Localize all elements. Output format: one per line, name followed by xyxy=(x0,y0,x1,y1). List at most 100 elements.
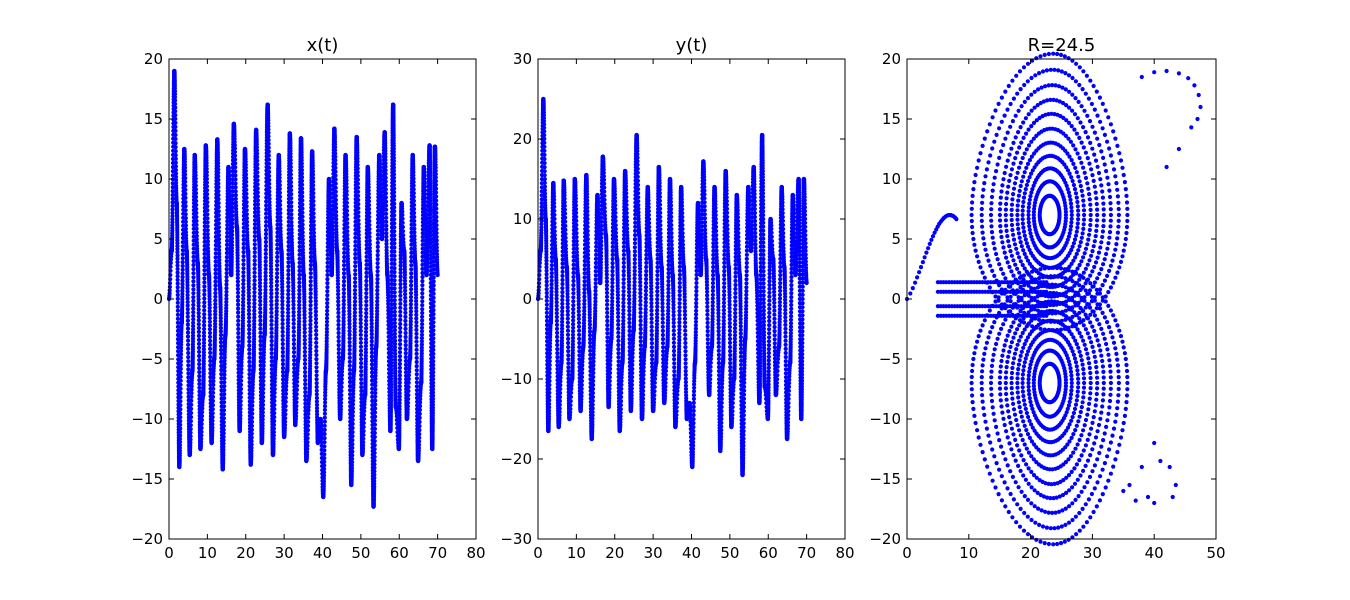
data-point xyxy=(297,272,302,277)
data-point xyxy=(303,382,308,387)
data-point xyxy=(352,310,357,315)
data-point xyxy=(356,222,361,227)
data-point xyxy=(278,211,283,216)
data-point xyxy=(283,404,288,409)
data-point xyxy=(221,408,227,413)
data-point xyxy=(241,237,246,242)
data-point xyxy=(280,346,285,351)
data-point xyxy=(264,211,269,216)
data-point xyxy=(373,402,378,407)
data-point xyxy=(372,447,377,452)
data-point xyxy=(252,274,257,279)
data-point xyxy=(175,244,180,249)
data-point xyxy=(308,318,313,323)
data-point xyxy=(197,349,202,354)
data-point xyxy=(398,321,403,327)
data-point xyxy=(305,436,310,441)
data-point xyxy=(339,384,344,390)
data-point xyxy=(213,267,218,272)
data-point xyxy=(170,210,175,215)
data-point xyxy=(353,272,358,277)
data-point xyxy=(269,359,274,364)
data-point xyxy=(269,306,274,311)
data-point xyxy=(173,116,178,121)
data-point xyxy=(224,286,229,291)
data-point xyxy=(372,454,377,459)
data-point xyxy=(194,233,199,239)
data-point xyxy=(199,439,204,444)
data-point xyxy=(252,278,257,283)
data-point xyxy=(197,381,202,387)
data-point xyxy=(263,235,268,241)
data-point xyxy=(193,187,198,192)
data-point xyxy=(275,246,280,251)
data-point xyxy=(180,285,185,290)
data-point xyxy=(392,328,397,333)
data-point xyxy=(222,396,227,401)
data-point xyxy=(183,223,188,228)
data-point xyxy=(314,361,319,366)
data-point xyxy=(205,224,210,229)
data-point xyxy=(263,223,269,228)
data-point xyxy=(291,337,296,342)
data-point xyxy=(300,186,305,191)
data-point xyxy=(170,203,175,209)
data-point xyxy=(313,305,318,311)
data-point xyxy=(311,215,316,220)
data-point xyxy=(375,288,380,293)
data-point xyxy=(178,407,183,412)
data-point xyxy=(289,208,294,213)
data-point xyxy=(295,375,300,380)
data-point xyxy=(345,233,350,238)
data-point xyxy=(383,191,388,196)
data-point xyxy=(267,185,272,190)
data-point xyxy=(183,176,188,181)
data-point xyxy=(283,399,288,404)
data-point xyxy=(210,418,215,423)
data-point xyxy=(280,302,285,307)
data-point xyxy=(204,176,209,182)
data-point xyxy=(398,334,403,339)
data-point xyxy=(277,190,282,195)
data-point xyxy=(286,296,291,301)
data-point xyxy=(302,345,307,350)
data-point xyxy=(193,173,198,178)
data-point xyxy=(397,377,402,382)
data-point xyxy=(213,298,218,303)
data-point xyxy=(375,240,380,245)
data-point xyxy=(178,363,183,368)
data-point xyxy=(191,254,196,259)
data-point xyxy=(294,400,299,405)
data-point xyxy=(250,407,255,412)
data-point xyxy=(247,367,252,373)
data-point xyxy=(367,206,372,212)
data-point xyxy=(283,419,288,424)
data-point xyxy=(180,244,185,249)
data-point xyxy=(345,236,350,241)
data-point xyxy=(397,365,402,370)
data-point xyxy=(188,440,193,445)
data-point xyxy=(334,213,339,218)
data-point xyxy=(244,187,249,192)
data-point xyxy=(178,426,183,431)
data-point xyxy=(283,412,288,417)
data-point xyxy=(177,443,182,448)
data-point xyxy=(274,305,279,311)
data-point xyxy=(202,308,207,313)
data-point xyxy=(352,295,358,300)
data-point xyxy=(359,365,364,370)
data-point xyxy=(183,179,188,184)
data-point xyxy=(178,366,183,371)
data-point xyxy=(398,285,403,291)
data-point xyxy=(292,358,297,363)
data-point xyxy=(286,268,291,273)
data-point xyxy=(185,326,191,331)
data-point xyxy=(303,378,308,383)
data-point xyxy=(255,198,260,203)
data-point xyxy=(311,199,316,204)
data-point xyxy=(341,294,346,300)
data-point xyxy=(303,390,308,395)
data-point xyxy=(372,465,377,470)
data-point xyxy=(184,233,189,238)
data-point xyxy=(398,346,403,351)
